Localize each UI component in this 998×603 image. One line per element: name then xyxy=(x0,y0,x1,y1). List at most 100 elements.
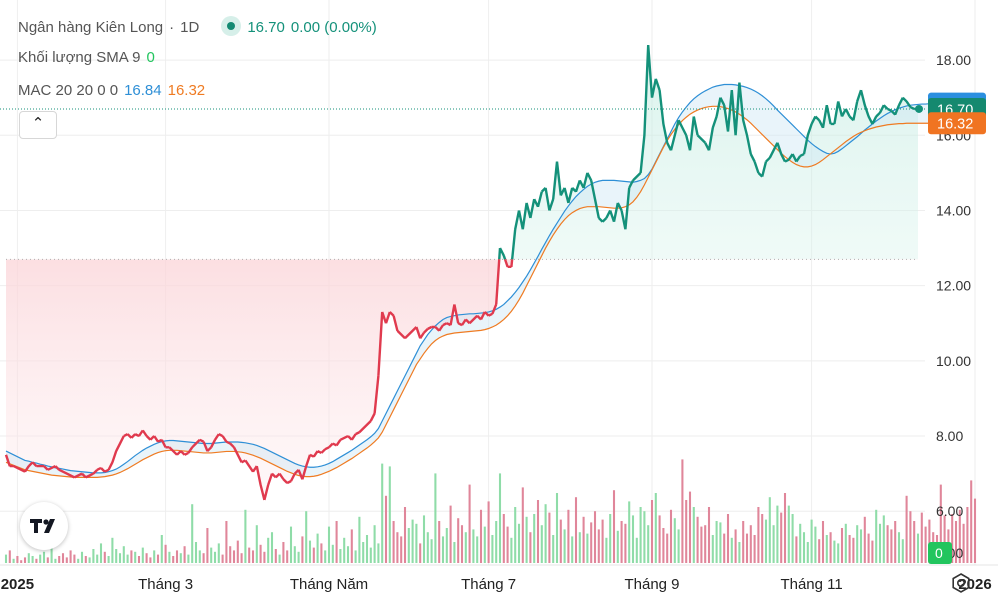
volume-bar xyxy=(601,519,604,563)
volume-bar xyxy=(707,507,711,563)
volume-label: Khối lượng SMA 9 xyxy=(18,49,141,66)
volume-bar xyxy=(920,512,923,563)
volume-bar xyxy=(837,543,840,563)
tradingview-logo-icon[interactable] xyxy=(20,502,68,550)
volume-bar xyxy=(540,525,543,563)
volume-bar xyxy=(80,551,84,563)
volume-bar xyxy=(407,528,410,563)
volume-bar xyxy=(58,556,61,563)
volume-bar xyxy=(878,523,882,563)
x-tick-label: Tháng 11 xyxy=(780,576,842,593)
volume-bar xyxy=(346,546,350,563)
x-axis[interactable]: 2025 Tháng 3 Tháng Năm Tháng 7 Tháng 9 Tháng … xyxy=(1,576,992,593)
volume-bar xyxy=(286,550,289,563)
volume-bar xyxy=(791,514,794,563)
volume-bar xyxy=(54,558,57,563)
volume-bar xyxy=(8,550,11,563)
volume-bar xyxy=(552,535,555,563)
volume-bar xyxy=(799,523,802,563)
volume-bar xyxy=(263,551,266,563)
volume-bar xyxy=(521,487,524,563)
volume-bar xyxy=(943,515,946,563)
volume-bar xyxy=(704,525,707,563)
volume-bar xyxy=(886,525,889,563)
volume-bar xyxy=(780,512,783,563)
volume-bar xyxy=(31,556,34,563)
volume-bar xyxy=(631,515,635,563)
volume-bar xyxy=(973,498,977,563)
volume-bar xyxy=(213,551,217,563)
volume-bar xyxy=(217,543,220,563)
volume-bar xyxy=(654,493,657,563)
volume-bar xyxy=(274,549,277,563)
volume-bar xyxy=(308,540,312,563)
volume-bar xyxy=(795,536,798,563)
volume-bar xyxy=(605,537,608,563)
mac-lower-price-tag-bg xyxy=(928,112,986,135)
volume-bar xyxy=(498,473,502,563)
volume-bar xyxy=(270,532,274,563)
x-tick-label: 2025 xyxy=(1,576,34,593)
volume-bar xyxy=(688,491,692,563)
volume-bar xyxy=(970,480,973,563)
volume-bar xyxy=(388,466,391,563)
volume-bar xyxy=(460,525,464,563)
volume-bar xyxy=(210,547,213,563)
collapse-legend-button[interactable]: ⌃ xyxy=(19,111,57,139)
volume-bar xyxy=(650,500,654,563)
volume-bar xyxy=(487,501,490,563)
volume-bar xyxy=(126,554,129,563)
volume-bar xyxy=(293,546,296,563)
volume-bar xyxy=(251,550,255,563)
volume-bar xyxy=(153,550,156,563)
volume-bar xyxy=(901,539,904,563)
volume-bar xyxy=(183,546,186,563)
volume-bar xyxy=(852,537,855,563)
volume-bar xyxy=(742,521,745,563)
settings-gear-icon[interactable] xyxy=(950,572,972,594)
volume-bar xyxy=(16,556,19,563)
interval-label[interactable]: 1D xyxy=(180,19,200,36)
y-tick-label: 14.00 xyxy=(936,202,971,218)
volume-bar xyxy=(863,516,866,563)
volume-bar xyxy=(369,547,372,563)
volume-bar xyxy=(453,542,456,563)
volume-bar xyxy=(221,554,224,563)
volume-bar xyxy=(149,557,152,563)
volume-bar xyxy=(362,542,365,563)
volume-bar xyxy=(753,535,756,563)
volume-bar xyxy=(130,550,133,563)
volume-bar xyxy=(118,553,122,563)
volume-bar xyxy=(403,507,407,563)
volume-bar xyxy=(909,511,912,563)
volume-bar xyxy=(954,521,958,563)
last-price-value: 16.70 xyxy=(247,19,285,36)
volume-bar xyxy=(814,526,817,563)
volume-bar xyxy=(768,497,771,563)
volume-bar xyxy=(320,543,323,563)
volume-bar xyxy=(726,514,730,563)
volume-bar xyxy=(50,546,53,563)
x-tick-label: Tháng 7 xyxy=(461,576,516,593)
volume-bar xyxy=(430,539,433,563)
mac-legend[interactable]: MAC 20 20 0 0 16.84 16.32 xyxy=(18,82,211,99)
volume-bar xyxy=(818,539,821,563)
volume-bar xyxy=(924,526,927,563)
volume-bar xyxy=(916,533,920,563)
volume-bar xyxy=(464,532,467,563)
volume-legend[interactable]: Khối lượng SMA 9 0 xyxy=(18,49,161,66)
volume-bar xyxy=(381,463,384,563)
volume-bar xyxy=(289,526,293,563)
volume-bar xyxy=(282,542,285,563)
volume-bar xyxy=(810,519,813,563)
volume-bar xyxy=(137,556,141,563)
volume-bar xyxy=(46,557,49,563)
volume-bar xyxy=(620,521,623,563)
volume-bar xyxy=(939,484,942,563)
volume-bar xyxy=(42,551,46,563)
market-status-dot-icon[interactable] xyxy=(221,16,242,36)
volume-bar xyxy=(514,507,517,563)
volume-bar xyxy=(225,521,228,563)
